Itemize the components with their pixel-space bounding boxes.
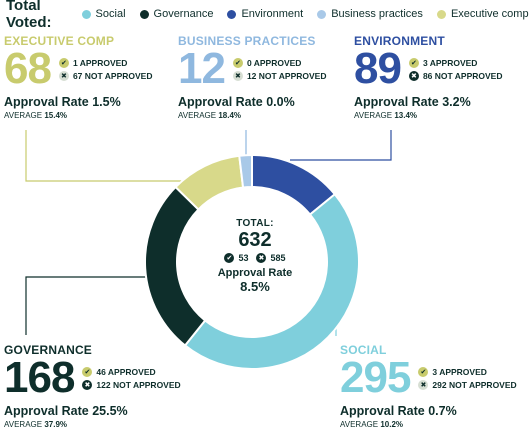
legend-label: Environment bbox=[241, 8, 304, 20]
legend-dot bbox=[81, 9, 91, 19]
x-icon: ✖ bbox=[232, 70, 243, 81]
center-rate-value: 8.5% bbox=[240, 279, 270, 294]
check-icon: ✔ bbox=[82, 366, 93, 377]
average-value: 10.2% bbox=[380, 420, 404, 429]
approval-rate: Approval Rate 25.5% bbox=[4, 404, 128, 418]
x-icon: ✖ bbox=[58, 70, 69, 81]
not-approved-count: 12 NOT APPROVED bbox=[246, 70, 327, 81]
approval-rate: Approval Rate 1.5% bbox=[4, 95, 121, 109]
total-label: TOTAL: bbox=[236, 218, 274, 229]
legend-item-environment: Environment bbox=[227, 8, 303, 20]
average-label: AVERAGE bbox=[178, 111, 217, 120]
average: AVERAGE 10.2% bbox=[340, 420, 517, 429]
donut-slice-business-practices bbox=[238, 153, 253, 189]
category-executive-comp: EXECUTIVE COMP 68 ✔ 1 APPROVED ✖ 67 NOT AP… bbox=[4, 34, 152, 120]
not-approved-count: 122 NOT APPROVED bbox=[96, 379, 181, 390]
approved-count: 1 APPROVED bbox=[72, 57, 128, 68]
legend-label: Business practices bbox=[331, 8, 423, 20]
legend-dot bbox=[139, 9, 149, 19]
donut-slice-social bbox=[183, 192, 360, 370]
average-label: AVERAGE bbox=[354, 111, 393, 120]
category-name: GOVERNANCE bbox=[4, 343, 93, 357]
average-label: AVERAGE bbox=[340, 420, 379, 429]
donut-slices bbox=[144, 153, 360, 370]
approval-rate: Approval Rate 0.0% bbox=[178, 95, 295, 109]
average: AVERAGE 37.9% bbox=[4, 420, 181, 429]
legend-label: Governance bbox=[153, 8, 214, 20]
center-rate-label: Approval Rate bbox=[217, 267, 293, 279]
x-icon: ✖ bbox=[408, 70, 419, 81]
check-icon: ✔ bbox=[418, 366, 429, 377]
legend-title: Total Voted: bbox=[6, 0, 52, 31]
not-approved-count: 292 NOT APPROVED bbox=[432, 379, 517, 390]
category-total: 12 bbox=[178, 44, 226, 93]
check-icon: ✔ bbox=[58, 57, 69, 68]
approval-rate: Approval Rate 0.7% bbox=[340, 404, 457, 418]
legend-dot bbox=[317, 9, 327, 19]
category-name: BUSINESS PRACTICES bbox=[178, 34, 316, 48]
connector-executive-comp bbox=[25, 130, 212, 182]
category-name: EXECUTIVE COMP bbox=[4, 34, 115, 48]
average-label: AVERAGE bbox=[4, 111, 43, 120]
category-social: SOCIAL 295 ✔ 3 APPROVED ✖ 292 NOT APPROVED… bbox=[340, 343, 517, 429]
not-approved-count: 67 NOT APPROVED bbox=[72, 70, 153, 81]
legend-item-social: Social bbox=[81, 8, 126, 20]
average: AVERAGE 18.4% bbox=[178, 111, 326, 120]
category-total: 68 bbox=[4, 44, 52, 93]
category-total: 295 bbox=[340, 353, 411, 402]
total-approved: 53 bbox=[238, 253, 249, 263]
connector-governance bbox=[25, 276, 148, 335]
approved-count: 3 APPROVED bbox=[432, 366, 487, 377]
x-icon: ✖ bbox=[256, 253, 267, 263]
category-total: 168 bbox=[4, 353, 75, 402]
category-name: ENVIRONMENT bbox=[354, 34, 445, 48]
not-approved-count: 86 NOT APPROVED bbox=[422, 70, 503, 81]
legend-dot bbox=[436, 9, 446, 19]
average-value: 15.4% bbox=[44, 111, 68, 120]
approved-count: 3 APPROVED bbox=[422, 57, 478, 68]
average-label: AVERAGE bbox=[4, 420, 43, 429]
legend-item-governance: Governance bbox=[139, 8, 214, 20]
check-icon: ✔ bbox=[224, 253, 235, 263]
total-value: 632 bbox=[238, 229, 272, 251]
x-icon: ✖ bbox=[418, 379, 429, 390]
category-total: 89 bbox=[354, 44, 402, 93]
average: AVERAGE 13.4% bbox=[354, 111, 502, 120]
legend: Total Voted: Social Governance Environme… bbox=[6, 0, 529, 31]
connector-environment bbox=[290, 130, 392, 161]
category-name: SOCIAL bbox=[340, 343, 387, 357]
average-value: 37.9% bbox=[44, 420, 68, 429]
approved-count: 0 APPROVED bbox=[246, 57, 302, 68]
average-value: 18.4% bbox=[218, 111, 242, 120]
approval-rate: Approval Rate 3.2% bbox=[354, 95, 471, 109]
x-icon: ✖ bbox=[82, 379, 93, 390]
donut-slice-governance bbox=[144, 185, 207, 347]
check-icon: ✔ bbox=[408, 57, 419, 68]
category-governance: GOVERNANCE 168 ✔ 46 APPROVED ✖ 122 NOT APP… bbox=[4, 343, 181, 429]
total-not-approved: 585 bbox=[270, 253, 286, 263]
legend-item-business-practices: Business practices bbox=[317, 8, 423, 20]
average: AVERAGE 15.4% bbox=[4, 111, 152, 120]
category-environment: ENVIRONMENT 89 ✔ 3 APPROVED ✖ 86 NOT APPRO… bbox=[354, 34, 502, 120]
donut-center: TOTAL: 632 ✔ 53 ✖ 585 Approval Rate 8.5% bbox=[205, 218, 305, 294]
legend-label: Executive comp bbox=[450, 8, 529, 20]
average-value: 13.4% bbox=[394, 111, 418, 120]
legend-item-executive-comp: Executive comp bbox=[436, 8, 529, 20]
approved-count: 46 APPROVED bbox=[96, 366, 156, 377]
legend-dot bbox=[227, 9, 237, 19]
category-business-practices: BUSINESS PRACTICES 12 ✔ 0 APPROVED ✖ 12 NO… bbox=[178, 34, 326, 120]
check-icon: ✔ bbox=[232, 57, 243, 68]
legend-label: Social bbox=[95, 8, 126, 20]
connector-lines bbox=[25, 130, 392, 336]
